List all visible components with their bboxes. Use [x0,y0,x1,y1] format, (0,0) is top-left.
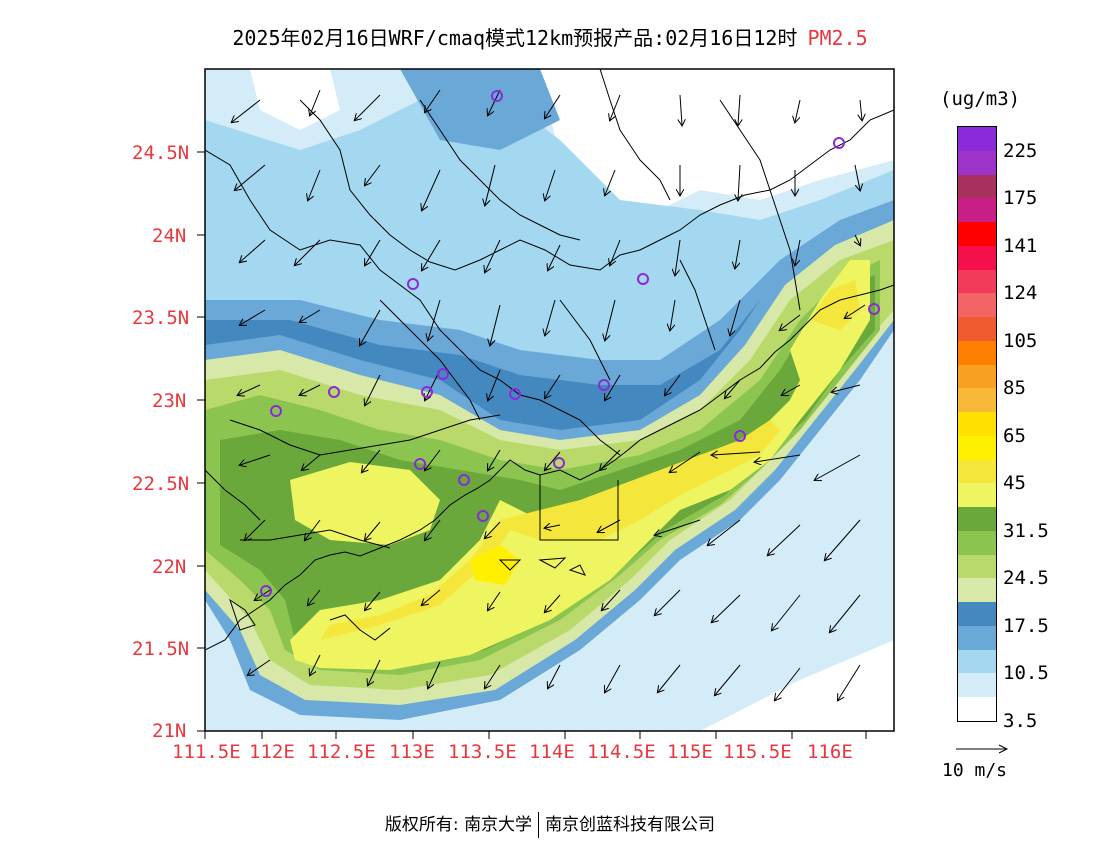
colorbar-label: 124 [1003,282,1038,305]
colorbar-segment [958,578,996,603]
colorbar-segment [958,174,996,199]
copyright-footer: 版权所有: 南京大学 南京创蓝科技有限公司 [0,810,1100,838]
colorbar-segment [958,388,996,413]
y-tick-label: 24N [152,225,187,247]
colorbar-unit: (ug/m3) [940,88,1021,110]
colorbar-segment [958,554,996,579]
station-marker [491,90,503,102]
station-marker [437,368,449,380]
colorbar-segment [958,625,996,651]
y-tick-label: 21N [152,720,187,742]
colorbar-label: 141 [1003,234,1038,257]
station-marker [477,510,489,522]
wind-reference-label: 10 m/s [942,760,1008,781]
colorbar-label: 31.5 [1003,519,1049,542]
station-marker [414,458,426,470]
x-tick-label: 113.5E [448,741,517,763]
axis-ticks [197,151,867,739]
colorbar-segment [958,673,996,698]
colorbar-segment [958,150,996,175]
station-marker [407,278,419,290]
colorbar-segment [958,293,996,318]
colorbar-segment [958,697,996,722]
colorbar-segment [958,649,996,674]
title-main: 2025年02月16日WRF/cmaq模式12km预报产品:02月16日12时 [232,26,798,50]
station-marker [553,457,565,469]
colorbar-label: 17.5 [1003,614,1049,637]
colorbar-label: 65 [1003,424,1026,447]
colorbar-label: 105 [1003,329,1038,352]
colorbar-label: 175 [1003,187,1038,210]
colorbar-segment [958,412,996,437]
station-marker [421,386,433,398]
colorbar-segment [958,317,996,342]
colorbar-segment [958,507,996,532]
station-marker [509,388,521,400]
colorbar-segment [958,602,996,627]
colorbar-segment [958,269,996,294]
copyright-prefix: 版权所有: [384,815,459,835]
station-marker [260,585,272,597]
colorbar-segment [958,459,996,484]
colorbar-segment [958,483,996,508]
copyright-separator [538,812,540,838]
y-tick-label: 22.5N [132,473,190,495]
station-marker [328,386,340,398]
station-marker [734,430,746,442]
colorbar-segment [958,245,996,271]
monitoring-stations [260,90,880,597]
station-marker [458,474,470,486]
x-tick-label: 112E [249,741,295,763]
y-tick-label: 23.5N [132,307,190,329]
x-tick-label: 115E [667,741,713,763]
colorbar-label: 24.5 [1003,567,1049,590]
colorbar-segment [958,364,996,389]
x-tick-label: 114E [529,741,575,763]
colorbar-label: 3.5 [1003,710,1038,732]
colorbar-segment [958,530,996,556]
y-tick-label: 22N [152,556,187,578]
station-marker [637,273,649,285]
colorbar-segment [958,222,996,247]
x-tick-label: 111.5E [172,741,241,763]
colorbar-segment [958,435,996,461]
station-marker [833,137,845,149]
colorbar-segment [958,340,996,366]
colorbar-label: 225 [1003,139,1038,162]
x-tick-label: 116E [807,741,853,763]
colorbar [957,126,997,722]
y-tick-label: 24.5N [132,142,190,164]
colorbar-label: 85 [1003,377,1026,400]
wind-reference-arrow [956,744,1009,754]
colorbar-segment [958,127,996,152]
copyright-org2: 南京创蓝科技有限公司 [545,815,716,835]
map-title: 2025年02月16日WRF/cmaq模式12km预报产品:02月16日12时 P… [0,22,1100,51]
x-tick-label: 113E [389,741,435,763]
y-tick-label: 21.5N [132,638,190,660]
colorbar-segment [958,198,996,223]
copyright-org1: 南京大学 [464,815,533,835]
colorbar-label: 10.5 [1003,662,1049,685]
coastline-borders [205,69,894,651]
title-pollutant: PM2.5 [807,26,868,50]
y-tick-label: 23N [152,390,187,412]
x-tick-label: 114.5E [587,741,656,763]
station-marker [598,379,610,391]
colorbar-label: 45 [1003,472,1026,495]
x-tick-label: 112.5E [307,741,376,763]
station-marker [270,405,282,417]
station-marker [868,303,880,315]
x-tick-label: 115.5E [723,741,792,763]
concentration-field [205,69,894,731]
